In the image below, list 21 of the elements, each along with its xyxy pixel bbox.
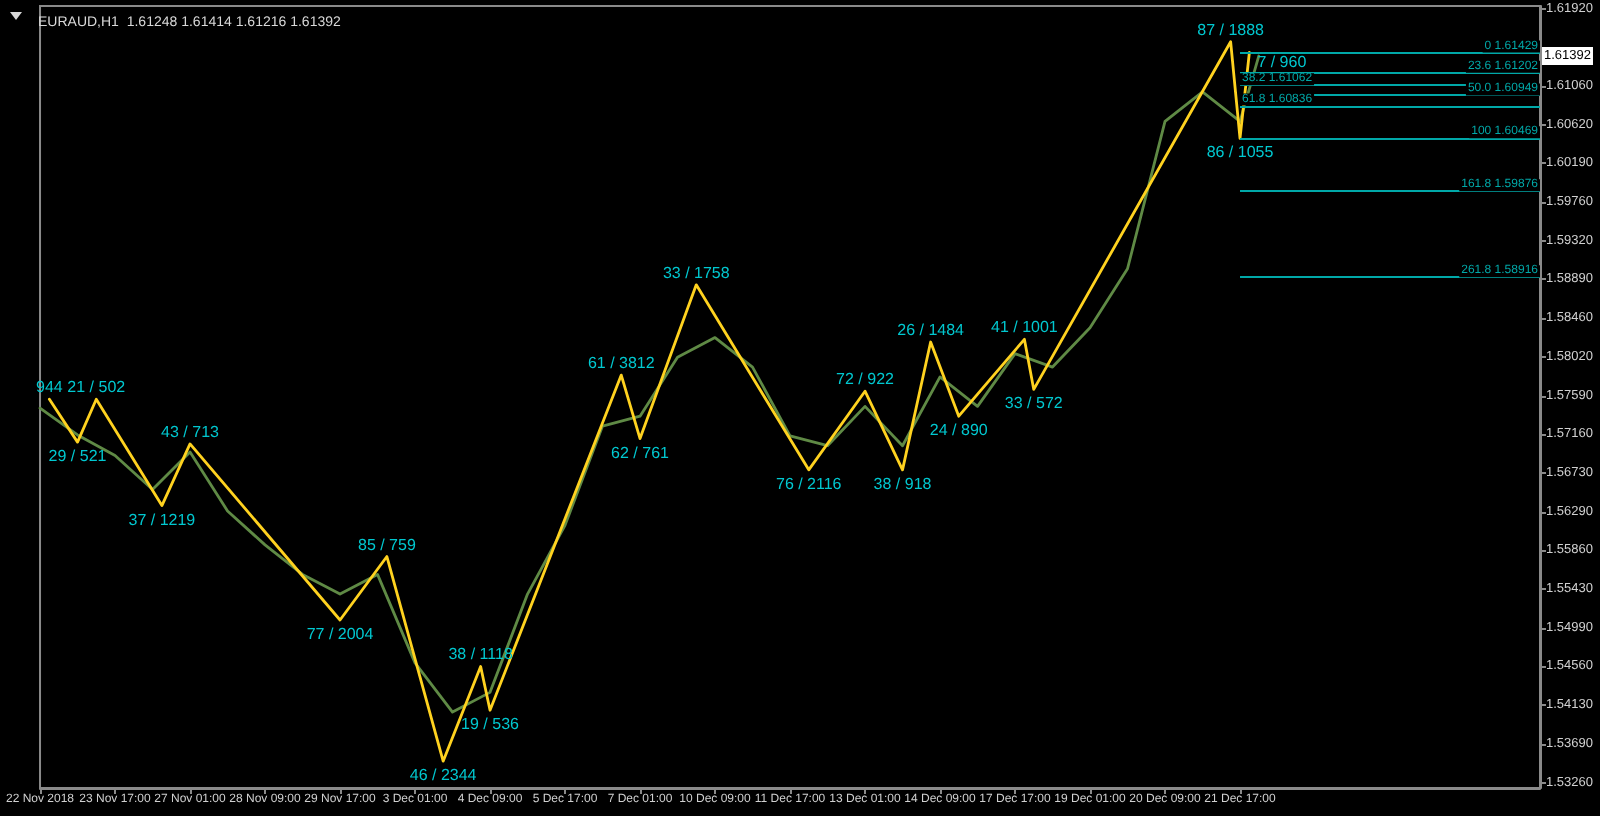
annotation: 61 / 3812 xyxy=(587,354,656,373)
annotation: 29 / 521 xyxy=(48,447,108,466)
annotation: 33 / 572 xyxy=(1004,394,1064,413)
annotation: 37 / 1219 xyxy=(128,510,197,529)
annotation: 77 / 2004 xyxy=(306,624,375,643)
annotation: 46 / 2344 xyxy=(409,766,478,785)
annotation: 7 / 960 xyxy=(1257,53,1308,72)
annotation: 86 / 1055 xyxy=(1206,143,1275,162)
annotation: 72 / 922 xyxy=(836,370,896,389)
annotation: 33 / 1758 xyxy=(662,263,731,282)
annotation: 85 / 759 xyxy=(357,535,417,554)
annotation: 26 / 1484 xyxy=(897,321,966,340)
annotation: 38 / 918 xyxy=(873,474,933,493)
annotation: 62 / 761 xyxy=(611,443,671,462)
annotation: 41 / 1001 xyxy=(991,318,1059,337)
annotation: 19 / 536 xyxy=(461,715,521,734)
annotation: 87 / 1888 xyxy=(1197,20,1266,39)
annotation: 43 / 713 xyxy=(161,422,221,441)
annotation: 24 / 890 xyxy=(929,421,989,440)
annotation: 76 / 2116 xyxy=(775,474,843,493)
annotation: 21 / 502 xyxy=(67,378,127,397)
